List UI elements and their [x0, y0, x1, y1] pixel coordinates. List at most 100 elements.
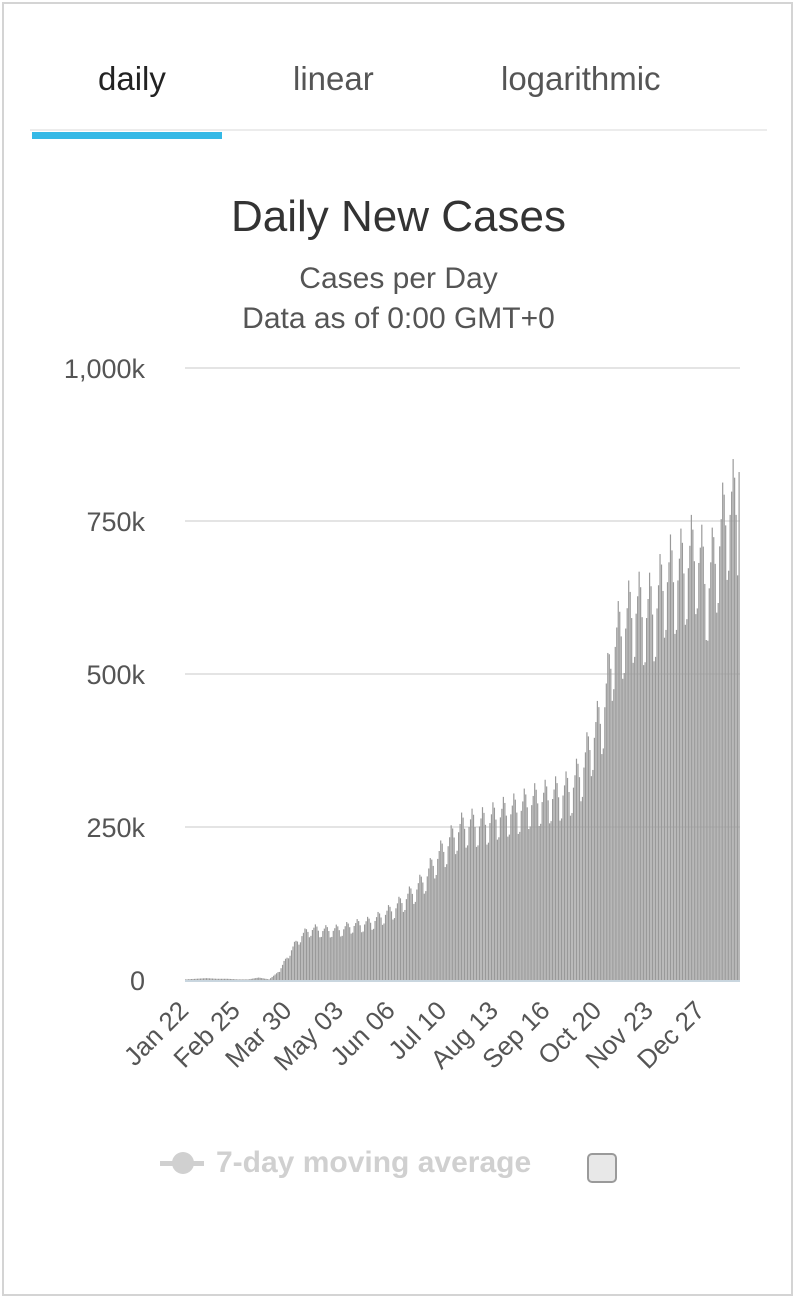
bar [593, 737, 595, 980]
bar [293, 941, 296, 980]
bar [557, 797, 560, 980]
bar [374, 920, 376, 980]
bar [628, 580, 630, 980]
bar [296, 941, 299, 980]
bar [583, 767, 585, 980]
bar [335, 924, 337, 980]
bar [572, 787, 575, 980]
bar [552, 799, 554, 980]
bar [637, 596, 639, 980]
bar [252, 978, 254, 980]
bar [638, 571, 640, 980]
y-axis-tick-labels: 0 250k 500k 750k 1,000k [64, 354, 146, 996]
bar [648, 572, 651, 980]
bar [322, 931, 324, 980]
bar [522, 801, 524, 980]
bar [223, 978, 225, 980]
bar [595, 722, 597, 980]
bar [705, 639, 707, 980]
bar [455, 854, 457, 980]
y-tick-label: 250k [86, 813, 145, 843]
bar [440, 840, 442, 980]
legend-item-moving-average[interactable]: 7-day moving average [160, 1143, 531, 1183]
chart-data-timestamp: Data as of 0:00 GMT+0 [242, 302, 555, 335]
bar [287, 958, 290, 980]
bar [425, 891, 427, 980]
bar [641, 617, 643, 980]
bar [326, 927, 328, 980]
bar [428, 868, 430, 980]
bar [468, 827, 470, 980]
bar [722, 482, 724, 980]
bar [640, 587, 642, 980]
bar [547, 800, 549, 980]
bar [629, 591, 631, 980]
bar [271, 976, 273, 980]
bar [219, 978, 221, 980]
bar [590, 776, 592, 980]
bar [659, 554, 661, 980]
bar [695, 614, 697, 980]
bar [276, 973, 278, 980]
bar [325, 925, 327, 980]
tab-logarithmic[interactable]: logarithmic [501, 60, 661, 97]
bar [383, 923, 385, 980]
legend-label: 7-day moving average [216, 1146, 532, 1179]
bar [261, 978, 263, 980]
bar [426, 876, 428, 980]
bar [378, 913, 381, 980]
bar [631, 618, 633, 980]
bar [367, 916, 369, 980]
chart-tabs: daily linear logarithmic [30, 40, 767, 140]
bar [337, 926, 339, 980]
bar [662, 590, 664, 980]
bar [459, 823, 461, 980]
bar [370, 922, 372, 980]
tab-linear[interactable]: linear [293, 60, 374, 97]
bar [608, 654, 610, 980]
bar [604, 707, 606, 980]
bar [319, 937, 321, 980]
bar [435, 874, 437, 980]
bar [574, 775, 576, 980]
bar [434, 878, 436, 980]
moving-average-checkbox[interactable] [587, 1153, 617, 1183]
bar [477, 845, 479, 980]
bar [708, 588, 710, 980]
bar [225, 978, 227, 980]
bar [508, 834, 510, 980]
bar [587, 736, 590, 980]
bar [644, 662, 646, 980]
bar [247, 979, 249, 980]
bar [402, 911, 405, 980]
bar [607, 652, 609, 980]
tab-daily[interactable]: daily [98, 60, 166, 97]
bar [349, 927, 351, 980]
bar [643, 665, 645, 980]
bar [519, 831, 521, 980]
bar [356, 919, 358, 980]
bar [281, 964, 284, 980]
bar [429, 858, 431, 980]
bar [280, 968, 282, 980]
bar [278, 971, 281, 980]
bar [264, 978, 266, 980]
bar [234, 979, 236, 980]
bar [528, 829, 530, 980]
bar [222, 978, 224, 980]
y-tick-label: 500k [86, 660, 145, 690]
bar [681, 542, 684, 980]
bar [210, 978, 212, 980]
bar [214, 978, 217, 980]
bar [489, 823, 491, 980]
bar [610, 668, 612, 980]
bar [432, 865, 434, 980]
bar [270, 978, 272, 980]
bars [185, 459, 740, 980]
bar [698, 562, 700, 980]
bar [419, 874, 421, 980]
bar [559, 820, 561, 980]
bar [541, 802, 543, 980]
bar [344, 926, 346, 980]
bar [732, 459, 734, 980]
